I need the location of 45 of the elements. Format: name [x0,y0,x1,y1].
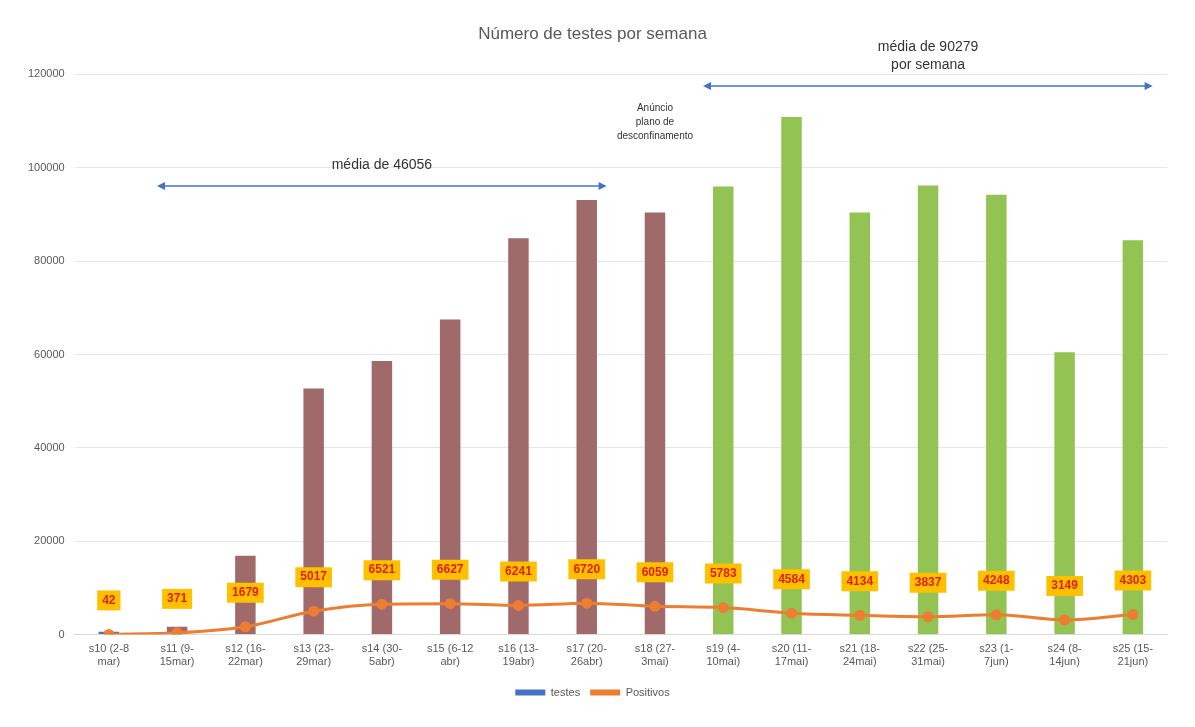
data-label: 6521 [368,562,396,577]
annotation: Anúncio plano de desconfinamento [616,102,694,142]
data-label: 5017 [300,569,328,584]
data-label: 4303 [1119,572,1147,587]
x-tick-label: s19 (4-10mai) [706,642,741,668]
x-tick-label: s21 (18-24mai) [839,642,881,668]
legend-label: Positivos [625,685,671,698]
x-tick-label: s16 (13-19abr) [498,642,539,668]
x-tick-label: s13 (23-29mar) [293,642,335,668]
y-tick-label: 40000 [34,440,65,453]
chart-title: Número de testes por semana [478,23,708,43]
data-label: 4134 [846,573,874,588]
y-tick-label: 20000 [34,534,65,547]
y-tick-label: 0 [58,627,65,640]
x-tick-label: s23 (1-7jun) [979,642,1014,668]
data-label: 6627 [436,561,464,576]
x-tick-label: s11 (9-15mar) [159,642,195,668]
data-label: 6720 [573,561,601,576]
y-tick-label: 100000 [27,160,65,173]
x-tick-label: s15 (6-12 abr) [426,642,474,668]
data-label: 3149 [1051,578,1079,593]
annotation: média de 46056 [331,156,433,173]
x-tick-label: s12 (16-22mar) [225,642,266,668]
x-tick-label: s20 (11-17mai) [771,642,812,668]
data-label: 3837 [914,575,942,589]
x-tick-label: s17 (20-26abr) [566,642,608,668]
data-label: 371 [167,591,188,606]
data-label: 6241 [505,563,533,578]
x-tick-label: s18 (27-3mai) [634,642,676,668]
x-tick-label: s24 (8-14jun) [1047,642,1083,668]
data-label: 1679 [232,585,260,600]
legend-label: testes [550,685,581,698]
x-tick-label: s14 (30-5abr) [361,642,403,668]
y-tick-label: 60000 [34,347,65,360]
y-tick-label: 80000 [34,254,65,267]
data-label: 6059 [641,564,669,579]
data-label: 5783 [709,565,737,580]
data-label: 42 [102,592,116,607]
x-tick-label: s10 (2-8 mar) [88,642,130,668]
data-label: 4584 [778,571,806,586]
data-label: 4248 [982,573,1010,588]
text: média de 90279 por semana [877,38,979,73]
y-tick-label: 120000 [27,67,65,80]
x-tick-label: s22 (25-31mai) [907,642,949,668]
x-tick-label: s25 (15-21jun) [1112,642,1154,668]
